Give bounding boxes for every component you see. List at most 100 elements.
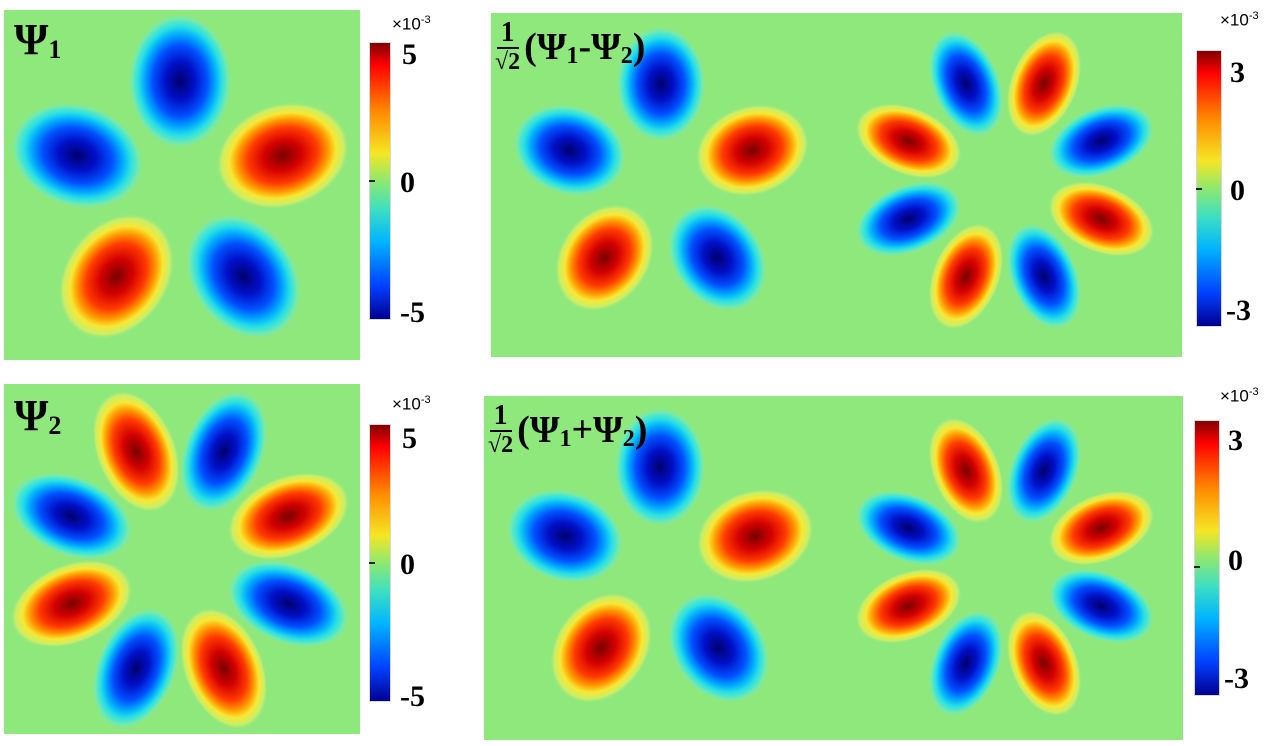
psi1-colorbar-max-label: 5 [402, 38, 417, 71]
psi2-heatmap-panel: Ψ2 [4, 384, 360, 734]
psi-minus-left-lobe-negative-2 [667, 203, 768, 312]
psi-plus-colorbar-exponent: ×10-3 [1220, 386, 1259, 407]
psi-plus-right-lobe-positive-5 [855, 568, 963, 644]
heatmap-background [4, 384, 360, 734]
psi-plus-right-lobe-negative-7 [928, 609, 1004, 717]
psi-plus-heatmap-panel: 1 √2 (Ψ1+Ψ2) [484, 396, 1183, 740]
psi-minus-right-lobe-negative-5 [855, 181, 963, 257]
psi1-colorbar-exponent: ×10-3 [392, 14, 431, 35]
psi-plus-expr-sub2: 2 [622, 426, 635, 452]
psi-plus-colorbar-mid-label: 0 [1228, 544, 1243, 577]
psi-minus-colorbar-mid-label: 0 [1230, 174, 1245, 207]
psi-minus-right-lobe-negative-6 [1006, 222, 1082, 330]
psi-plus-right-lobe-negative-0 [1006, 417, 1082, 525]
psi1-colorbar-exp-prefix: ×10 [392, 14, 421, 34]
psi-minus-left-lobe-negative-0 [616, 26, 706, 142]
psi-plus-expr-close: ) [634, 409, 648, 451]
psi-minus-title-expression: (Ψ1-Ψ2) [524, 26, 646, 69]
psi2-lobe-positive-5 [10, 559, 133, 648]
psi2-title-sub: 2 [48, 411, 62, 440]
psi-minus-right-lobe-positive-4 [1047, 181, 1155, 257]
psi1-lobe-positive-3 [58, 213, 175, 340]
psi1-colorbar-mid-label: 0 [400, 166, 415, 199]
psi2-lobe-positive-2 [227, 472, 350, 561]
psi-minus-colorbar-exponent: ×10-3 [1220, 10, 1259, 31]
psi-minus-expr-sub1: 1 [566, 43, 579, 69]
psi-minus-right-lobe-positive-7 [928, 222, 1004, 330]
psi-minus-fraction-denominator: √2 [495, 49, 521, 75]
psi1-lobe-negative-2 [185, 213, 302, 340]
psi-plus-left-lobe-negative-4 [506, 488, 624, 584]
psi-plus-colorbar-mid-tick [1194, 566, 1200, 568]
psi1-title-sub: 1 [48, 35, 62, 64]
psi-plus-colorbar-max-label: 3 [1228, 424, 1243, 457]
psi-minus-heatmap [491, 13, 1182, 357]
psi-plus-title-fraction: 1 √2 [488, 402, 514, 459]
psi-plus-title: 1 √2 (Ψ1+Ψ2) [488, 402, 648, 459]
psi-minus-colorbar-min-label: -3 [1226, 294, 1251, 327]
psi-minus-right-lobe-negative-1 [928, 30, 1004, 138]
psi-minus-expr-sub2: 2 [620, 43, 633, 69]
psi1-lobe-positive-1 [216, 101, 350, 210]
psi1-colorbar-mid-tick [369, 180, 375, 182]
psi2-colorbar-mid-tick [369, 562, 375, 564]
psi2-colorbar-mid-label: 0 [400, 548, 415, 581]
psi-plus-title-expression: (Ψ1+Ψ2) [517, 409, 648, 452]
psi-minus-heatmap-panel: 1 √2 (Ψ1-Ψ2) [491, 13, 1182, 357]
psi-plus-right-lobe-positive-6 [1006, 609, 1082, 717]
psi2-title: Ψ2 [14, 391, 62, 440]
psi2-heatmap [4, 384, 360, 734]
psi-minus-right-lobe-positive-3 [855, 103, 963, 179]
psi-plus-right-lobe-positive-1 [928, 417, 1004, 525]
psi1-lobe-negative-4 [10, 101, 144, 210]
psi2-lobe-negative-7 [92, 607, 181, 730]
psi-minus-title: 1 √2 (Ψ1-Ψ2) [495, 19, 646, 76]
psi-minus-left-lobe-negative-4 [512, 103, 627, 197]
psi-plus-colorbar-gradient [1194, 420, 1220, 696]
psi-plus-left-lobe-negative-2 [667, 592, 771, 704]
psi-plus-left-lobe-negative-0 [614, 407, 706, 527]
psi-plus-expr-op: +Ψ [571, 409, 623, 451]
psi-plus-colorbar-exp-power: -3 [1248, 386, 1259, 398]
psi2-colorbar-exp-prefix: ×10 [392, 394, 421, 414]
psi-minus-left-lobe-positive-1 [695, 103, 810, 197]
psi-minus-fraction-numerator: 1 [496, 19, 519, 49]
psi-plus-right-lobe-negative-3 [855, 490, 963, 566]
psi-plus-colorbar [1194, 420, 1220, 696]
psi1-colorbar-min-label: -5 [400, 296, 425, 329]
psi-minus-expr-open: (Ψ [524, 26, 567, 68]
psi2-lobe-positive-6 [179, 607, 268, 730]
psi1-lobe-negative-0 [128, 13, 232, 149]
psi2-title-symbol: Ψ [14, 391, 49, 440]
psi1-heatmap-panel: Ψ1 [4, 10, 360, 360]
psi-minus-left-lobe-positive-3 [554, 203, 655, 312]
psi-plus-right-lobe-positive-2 [1047, 490, 1155, 566]
psi-plus-right-lobe-negative-4 [1047, 568, 1155, 644]
psi-minus-colorbar-mid-tick [1196, 188, 1202, 190]
psi-minus-expr-op: -Ψ [578, 26, 621, 68]
psi1-title: Ψ1 [14, 15, 62, 64]
psi-plus-heatmap [484, 396, 1183, 740]
psi1-colorbar-exp-power: -3 [420, 14, 431, 26]
psi-plus-fraction-denominator: √2 [488, 432, 514, 458]
psi-plus-expr-open: (Ψ [517, 409, 560, 451]
psi2-lobe-negative-4 [227, 559, 350, 648]
psi1-title-symbol: Ψ [14, 15, 49, 64]
psi-minus-colorbar-max-label: 3 [1230, 56, 1245, 89]
psi-plus-colorbar-min-label: -3 [1224, 662, 1249, 695]
psi-minus-colorbar-exp-prefix: ×10 [1220, 10, 1249, 30]
psi-minus-colorbar-exp-power: -3 [1248, 10, 1259, 22]
psi1-heatmap [4, 10, 360, 360]
psi-minus-title-fraction: 1 √2 [495, 19, 521, 76]
psi-minus-expr-close: ) [632, 26, 646, 68]
psi-plus-colorbar-exp-prefix: ×10 [1220, 386, 1249, 406]
psi-minus-right-lobe-positive-0 [1006, 30, 1082, 138]
psi2-colorbar-exp-power: -3 [420, 394, 431, 406]
psi-minus-right-lobe-negative-2 [1047, 103, 1155, 179]
psi-plus-left-lobe-positive-1 [696, 488, 814, 584]
psi-plus-left-lobe-positive-3 [549, 592, 653, 704]
psi-plus-expr-sub1: 1 [559, 426, 572, 452]
psi-plus-fraction-numerator: 1 [489, 402, 512, 432]
psi2-colorbar-min-label: -5 [400, 680, 425, 713]
psi2-lobe-negative-3 [10, 472, 133, 561]
